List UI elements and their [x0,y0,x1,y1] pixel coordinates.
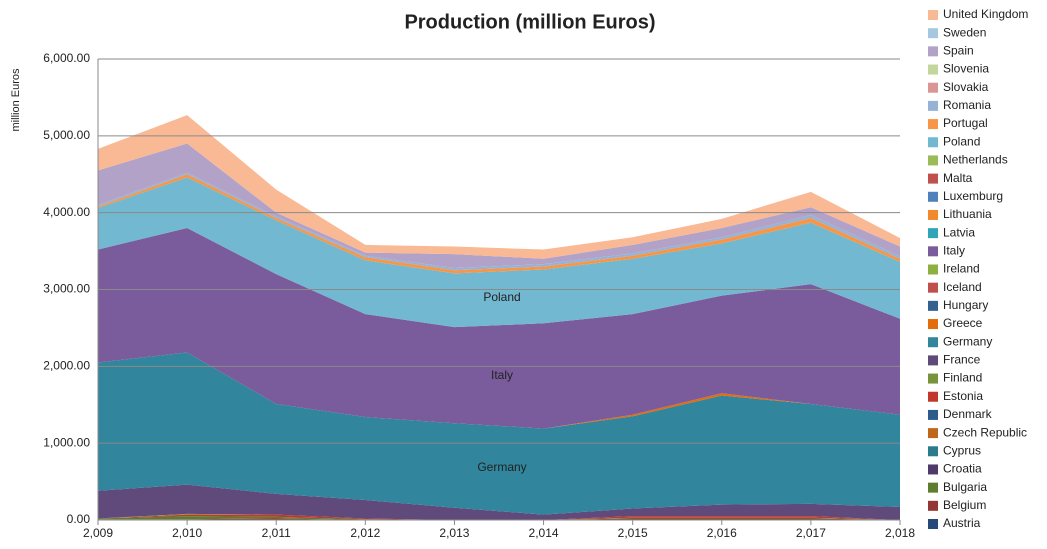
legend-swatch [928,319,938,330]
area [98,513,900,520]
legend-swatch [928,464,938,475]
legend-label: Spain [943,44,974,58]
x-tick-label: 2,011 [262,526,291,540]
y-tick-label: 0.00 [67,512,91,526]
legend-label: Italy [943,243,965,257]
legend-swatch [928,119,938,130]
y-tick-label: 4,000.00 [43,205,90,219]
x-tick-label: 2,016 [707,526,737,540]
area [98,516,900,520]
legend-label: United Kingdom [943,7,1028,21]
legend-label: Cyprus [943,443,981,457]
legend-swatch [928,446,938,457]
legend-label: Luxemburg [943,189,1003,203]
legend-swatch [928,82,938,93]
x-tick-label: 2,014 [529,526,559,540]
legend-swatch [928,355,938,366]
legend-swatch [928,264,938,275]
legend-swatch [928,10,938,20]
legend-label: Hungary [943,298,988,312]
area [98,143,900,268]
legend-label: Austria [943,516,981,530]
legend-swatch [928,209,938,220]
legend-swatch [928,155,938,166]
legend-swatch [928,500,938,511]
x-tick-label: 2,018 [885,526,915,540]
chart-title: Production (million Euros) [404,11,655,33]
legend-swatch [928,428,938,439]
legend-swatch [928,28,938,39]
legend-label: Iceland [943,280,982,294]
legend-label: Ireland [943,262,980,276]
legend-label: Greece [943,316,983,330]
legend-label: Malta [943,171,973,185]
x-tick-label: 2,013 [439,526,469,540]
legend-swatch [928,228,938,239]
legend-label: Belgium [943,498,986,512]
legend-swatch [928,337,938,348]
legend-label: Sweden [943,25,986,39]
legend-label: Romania [943,98,991,112]
y-tick-label: 1,000.00 [43,435,90,449]
legend-label: Slovenia [943,62,989,76]
legend-label: Portugal [943,116,988,130]
y-tick-label: 3,000.00 [43,282,90,296]
x-tick-label: 2,012 [350,526,380,540]
annotation: Poland [483,290,520,304]
legend-label: Lithuania [943,207,992,221]
legend-swatch [928,137,938,148]
legend-label: Germany [943,334,992,348]
legend-label: Croatia [943,462,982,476]
y-tick-label: 2,000.00 [43,359,90,373]
area [98,352,900,515]
y-tick-label: 6,000.00 [43,51,90,65]
x-tick-label: 2,015 [618,526,648,540]
legend-label: Netherlands [943,153,1008,167]
legend-swatch [928,100,938,111]
legend-swatch [928,246,938,257]
area [98,228,900,429]
legend-swatch [928,373,938,384]
legend-swatch [928,191,938,202]
x-tick-label: 2,017 [796,526,826,540]
legend-swatch [928,391,938,402]
area [98,484,900,520]
legend-swatch [928,409,938,420]
legend-label: Denmark [943,407,993,421]
legend-label: Latvia [943,225,975,239]
area [98,115,900,259]
legend-label: Estonia [943,389,983,403]
legend-swatch [928,519,938,529]
legend-label: Slovakia [943,80,989,94]
legend-swatch [928,282,938,293]
legend-swatch [928,46,938,57]
legend-swatch [928,300,938,311]
x-tick-label: 2,009 [83,526,113,540]
legend-swatch [928,64,938,75]
legend-label: Poland [943,134,980,148]
legend-label: Finland [943,371,982,385]
y-tick-label: 5,000.00 [43,128,90,142]
annotation: Germany [477,460,526,474]
legend-label: Bulgaria [943,480,987,494]
y-axis-label: million Euros [10,68,22,131]
legend-label: France [943,353,981,367]
x-tick-label: 2,010 [172,526,202,540]
legend-label: Czech Republic [943,425,1027,439]
legend-swatch [928,173,938,184]
legend-swatch [928,482,938,493]
annotation: Italy [491,368,513,382]
area [98,514,900,520]
